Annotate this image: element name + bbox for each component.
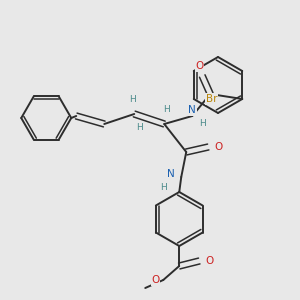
Text: O: O bbox=[151, 275, 159, 285]
Text: N: N bbox=[167, 169, 175, 179]
Text: N: N bbox=[188, 105, 196, 115]
Text: H: H bbox=[136, 124, 142, 133]
Text: O: O bbox=[214, 142, 222, 152]
Text: H: H bbox=[163, 106, 169, 115]
Text: H: H bbox=[160, 182, 166, 191]
Text: H: H bbox=[129, 95, 136, 104]
Text: Br: Br bbox=[206, 94, 218, 104]
Text: O: O bbox=[195, 61, 203, 71]
Text: H: H bbox=[199, 119, 206, 128]
Text: O: O bbox=[205, 256, 213, 266]
